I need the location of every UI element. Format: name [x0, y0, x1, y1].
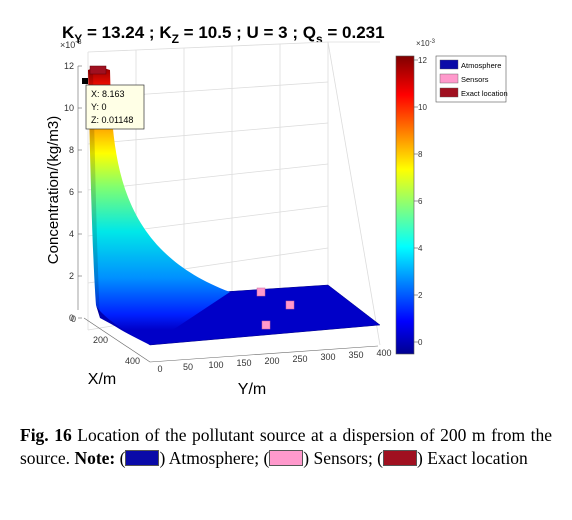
caption-exact: Exact location [422, 448, 528, 468]
x-tick-label: 150 [236, 358, 251, 368]
z-tick-label: 0 [69, 313, 74, 323]
colorbar-multiplier: ×10-3 [416, 39, 436, 48]
z-tick-label: 2 [69, 271, 74, 281]
y-tick-label: 200 [93, 335, 108, 345]
z-tick-label: 4 [69, 229, 74, 239]
x-tick-label: 200 [264, 356, 279, 366]
chart-title: KY = 13.24 ; KZ = 10.5 ; U = 3 ; Qs = 0.… [62, 23, 385, 46]
x-tick-label: 50 [183, 362, 193, 372]
caption-fig-number: 16 [54, 425, 72, 445]
x-tick-label: 400 [376, 348, 391, 358]
z-tick-label: 10 [64, 103, 74, 113]
legend-swatch [439, 87, 459, 98]
caption-swatch-exact [383, 450, 418, 466]
caption-atmosphere: Atmosphere; [165, 448, 260, 468]
colorbar-tick-label: 10 [418, 103, 427, 112]
concentration-surface [88, 67, 381, 346]
z-tick-label: 8 [69, 145, 74, 155]
caption-fig-label: Fig. [20, 425, 49, 445]
z-axis-label: Concentration/(kg/m3) [45, 116, 62, 264]
legend-label: Exact location [461, 89, 508, 98]
legend-swatch [439, 59, 459, 70]
y-axis-label: X/m [88, 371, 116, 388]
colorbar-tick-label: 2 [418, 291, 423, 300]
legend-label: Sensors [461, 75, 489, 84]
y-tick-label: 400 [125, 356, 140, 366]
surface-chart: KY = 13.24 ; KZ = 10.5 ; U = 3 ; Qs = 0.… [45, 23, 508, 398]
legend-label: Atmosphere [461, 61, 501, 70]
legend: Atmosphere Sensors Exact location [435, 55, 508, 103]
caption-swatch-sensors [269, 450, 304, 466]
datatip[interactable]: X: 8.163 Y: 0 Z: 0.01148 [85, 84, 145, 130]
sensor-markers [256, 287, 295, 330]
colorbar-tick-label: 12 [418, 56, 427, 65]
caption-text: Location of the pollutant source at a di… [20, 425, 553, 468]
z-tick-label: 12 [64, 61, 74, 71]
y-axis: 0 200 400 X/m [71, 314, 151, 388]
caption-note-label: Note: [74, 448, 116, 468]
x-tick-label: 0 [157, 364, 162, 374]
z-axis: ×10-3 0 2 4 6 8 10 12 Concentration/(kg/m3) [45, 39, 82, 323]
datatip-marker [82, 78, 88, 84]
x-axis: 0 50 100 150 200 250 300 350 400 Y/m [149, 345, 392, 398]
datatip-y: Y: 0 [91, 102, 107, 112]
colorbar: ×10-3 0 2 4 6 8 10 12 [395, 39, 436, 355]
legend-swatch [439, 73, 459, 84]
caption-swatch-atmosphere [125, 450, 160, 466]
y-tick-label: 0 [71, 314, 76, 324]
sensor-marker [256, 287, 266, 297]
exact-location-marker [89, 65, 107, 75]
caption-sensors: Sensors; ( [309, 448, 384, 468]
x-axis-label: Y/m [238, 381, 266, 398]
x-tick-label: 350 [348, 350, 363, 360]
z-multiplier: ×10-3 [60, 39, 82, 50]
x-tick-label: 100 [208, 360, 223, 370]
colorbar-tick-label: 6 [418, 197, 423, 206]
colorbar-tick-label: 0 [418, 338, 423, 347]
datatip-z: Z: 0.01148 [91, 115, 133, 125]
x-tick-label: 250 [292, 354, 307, 364]
figure-caption: Fig. 16 Location of the pollutant source… [20, 425, 553, 468]
sensor-marker [285, 300, 295, 310]
z-tick-label: 6 [69, 187, 74, 197]
datatip-x: X: 8.163 [91, 89, 125, 99]
colorbar-tick-label: 4 [418, 244, 423, 253]
sensor-marker [261, 320, 271, 330]
colorbar-tick-label: 8 [418, 150, 423, 159]
x-tick-label: 300 [320, 352, 335, 362]
